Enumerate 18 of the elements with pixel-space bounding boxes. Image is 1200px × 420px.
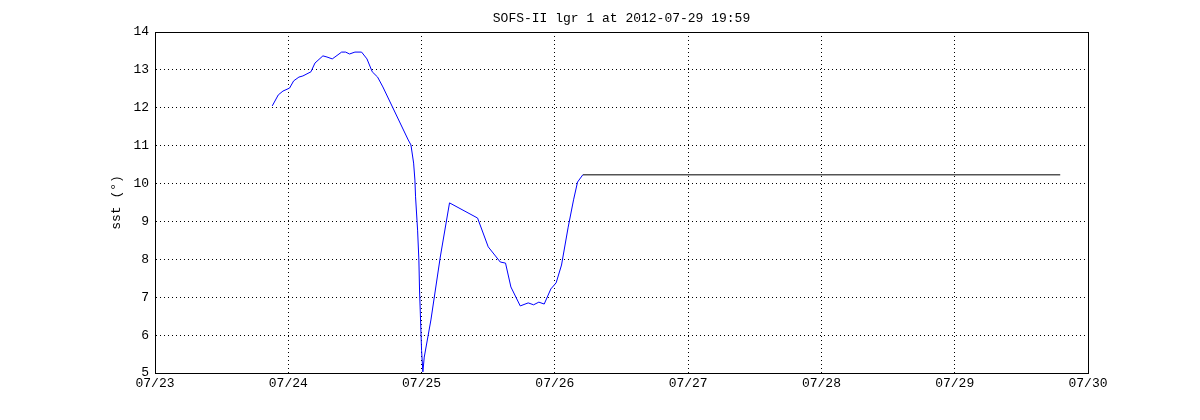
y-tick-label: 13 xyxy=(133,62,149,78)
y-tick-label: 12 xyxy=(133,100,149,116)
y-tick-label: 9 xyxy=(141,213,149,229)
y-tick-label: 6 xyxy=(141,327,149,343)
x-tick-label: 07/27 xyxy=(668,376,708,392)
x-tick-label: 07/25 xyxy=(402,376,442,392)
x-tick-label: 07/28 xyxy=(801,376,841,392)
y-tick-label: 10 xyxy=(133,175,149,191)
y-tick-label: 7 xyxy=(141,289,149,305)
x-tick-label: 07/24 xyxy=(268,376,308,392)
x-tick-label: 07/29 xyxy=(935,376,975,392)
y-axis-title: sst (°) xyxy=(109,175,125,230)
y-tick-label: 14 xyxy=(133,24,150,40)
chart-title: SOFS-II lgr 1 at 2012-07-29 19:59 xyxy=(492,10,751,26)
y-tick-label: 11 xyxy=(133,138,150,154)
x-tick-label: 07/26 xyxy=(535,376,575,392)
x-tick-label: 07/30 xyxy=(1068,376,1108,392)
y-tick-label: 8 xyxy=(141,251,149,267)
